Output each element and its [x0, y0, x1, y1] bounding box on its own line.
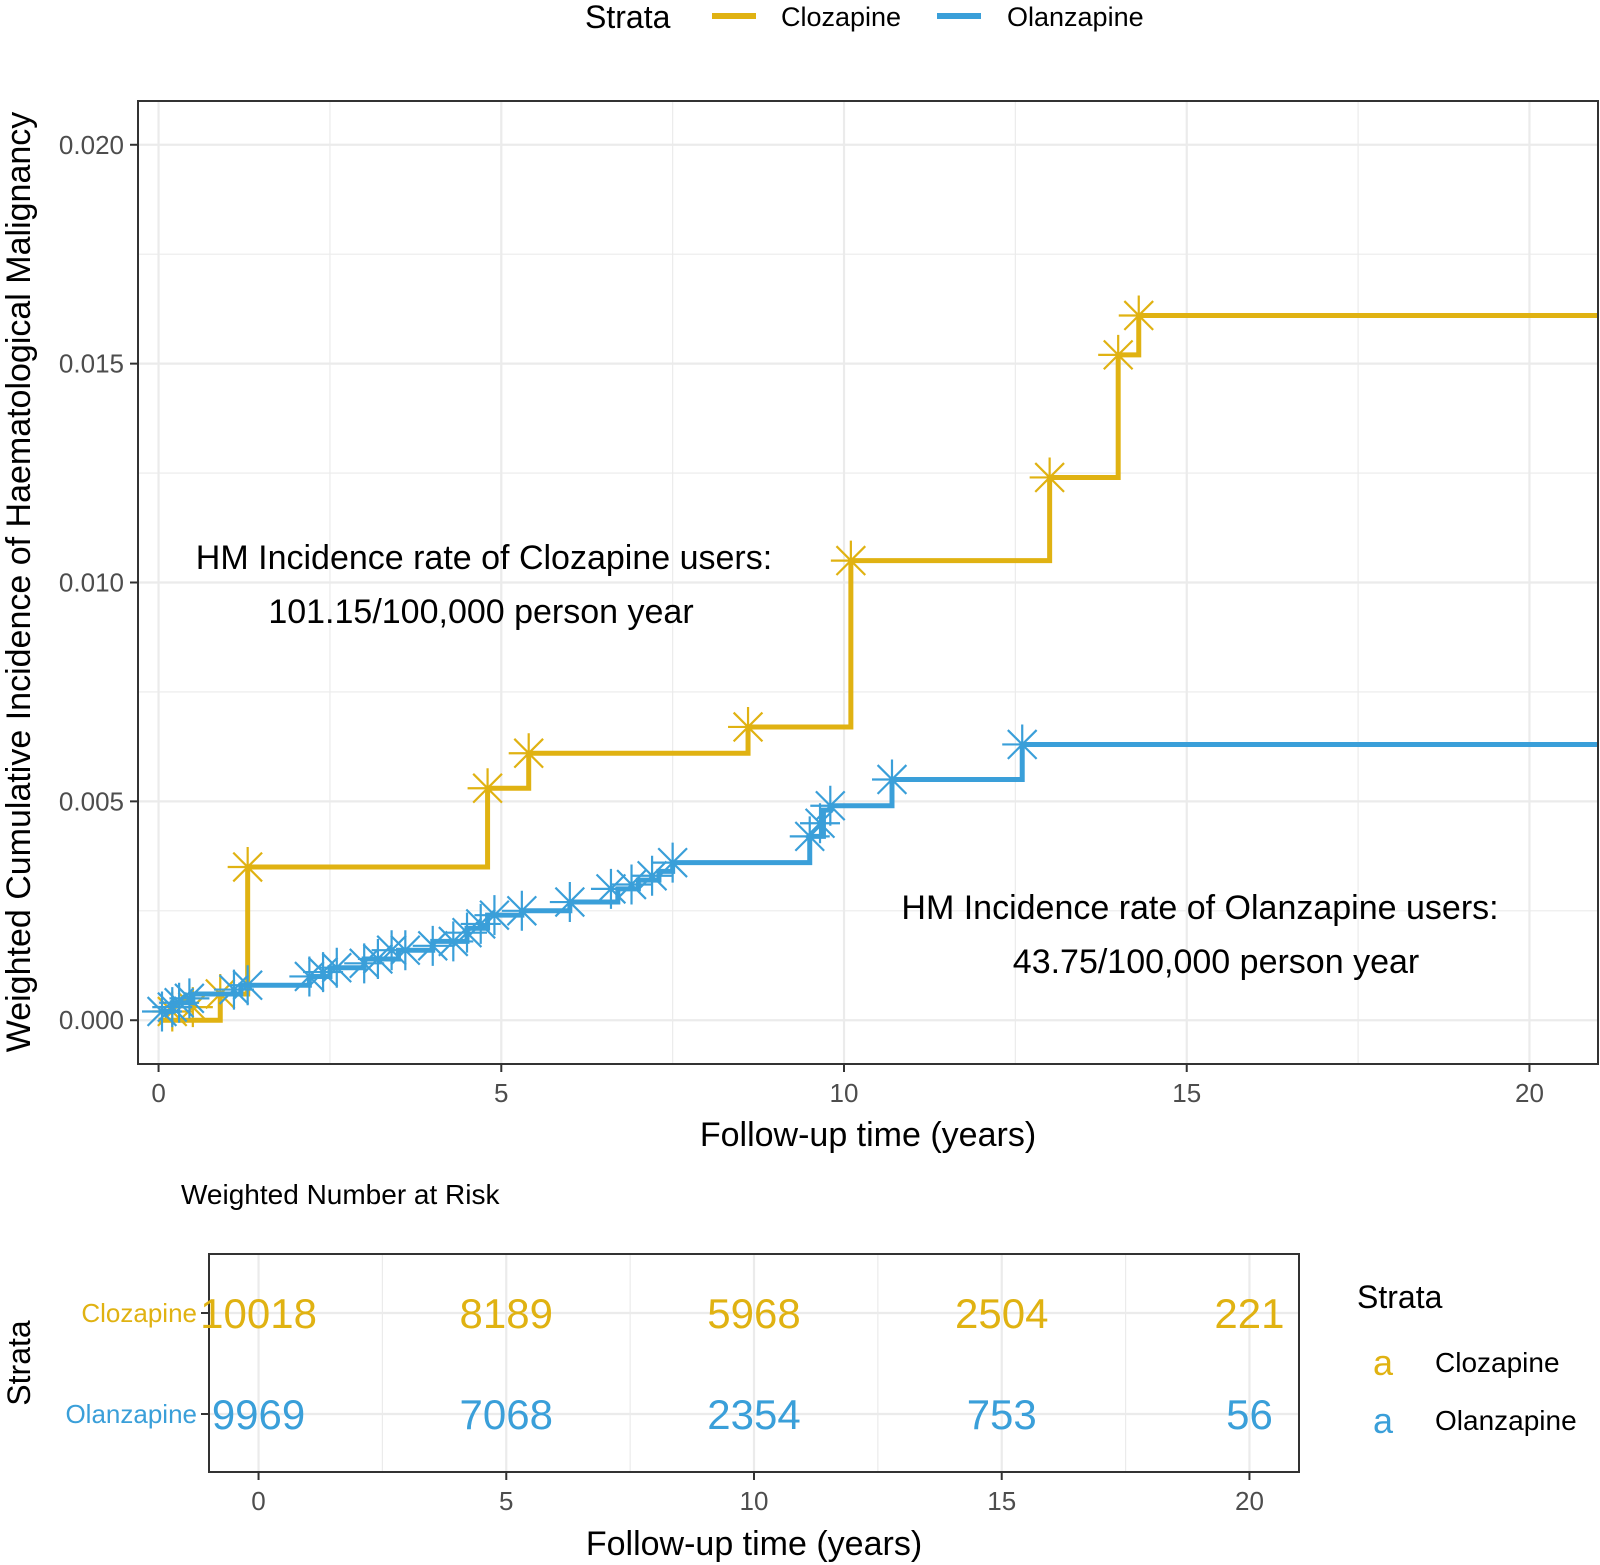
censor-mark-clozapine: [467, 768, 508, 809]
main-grid: [138, 101, 1598, 1064]
censor-mark-clozapine: [1118, 295, 1159, 336]
censor-mark-clozapine: [1029, 457, 1070, 498]
annotation-olanzapine-line1: HM Incidence rate of Olanzapine users:: [901, 889, 1498, 927]
risk-row-labels: Clozapine Olanzapine: [65, 1298, 209, 1429]
bottom-legend-key-clozapine: a: [1373, 1342, 1394, 1383]
risk-cell-clozapine: 10018: [200, 1290, 317, 1337]
risk-row-label-clozapine: Clozapine: [81, 1298, 197, 1328]
censor-mark-olanzapine: [1002, 724, 1043, 765]
censor-mark-olanzapine: [159, 982, 200, 1023]
top-legend-label-olanzapine: Olanzapine: [1007, 2, 1144, 32]
bottom-legend-label-olanzapine: Olanzapine: [1435, 1405, 1577, 1436]
bottom-legend-key-olanzapine: a: [1373, 1400, 1394, 1441]
censor-mark-olanzapine: [385, 930, 426, 971]
censor-mark-clozapine: [227, 847, 268, 888]
censor-mark-olanzapine: [789, 816, 830, 857]
censor-mark-olanzapine: [357, 938, 398, 979]
censor-mark-olanzapine: [632, 855, 673, 896]
risk-x-tick-label: 20: [1235, 1486, 1264, 1516]
top-legend: Strata Clozapine Olanzapine: [585, 0, 1144, 35]
censor-mark-olanzapine: [169, 978, 210, 1019]
bottom-legend-title: Strata: [1357, 1279, 1443, 1315]
censor-mark-clozapine: [172, 987, 213, 1028]
censor-mark-olanzapine: [213, 969, 254, 1010]
risk-x-tick-label: 10: [740, 1486, 769, 1516]
censor-mark-clozapine: [728, 706, 769, 747]
main-x-tick-label: 15: [1172, 1078, 1201, 1108]
risk-x-tick-label: 0: [251, 1486, 265, 1516]
bottom-legend: Strata a Clozapine a Olanzapine: [1357, 1279, 1577, 1441]
censor-mark-olanzapine: [152, 987, 193, 1028]
censor-mark-olanzapine: [316, 947, 357, 988]
risk-cell-olanzapine: 56: [1226, 1391, 1273, 1438]
main-y-tick-label: 0.015: [59, 349, 124, 379]
main-y-tick-label: 0.020: [59, 130, 124, 160]
risk-grid: [209, 1254, 1299, 1472]
censor-mark-olanzapine: [412, 925, 453, 966]
risk-cell-clozapine: 5968: [707, 1290, 800, 1337]
censor-mark-olanzapine: [141, 991, 182, 1032]
censor-mark-olanzapine: [800, 803, 841, 844]
risk-cell-olanzapine: 9969: [212, 1391, 305, 1438]
annotation-clozapine-line1: HM Incidence rate of Clozapine users:: [196, 539, 772, 577]
main-x-tick-label: 10: [830, 1078, 859, 1108]
main-y-ticks: 0.000 0.005 0.010 0.015 0.020: [59, 130, 138, 1035]
risk-x-ticks: 0 5 10 15 20: [251, 1472, 1264, 1516]
risk-cell-olanzapine: 2354: [707, 1391, 800, 1438]
annotation-clozapine-line2: 101.15/100,000 person year: [268, 593, 693, 631]
risk-x-tick-label: 5: [499, 1486, 513, 1516]
risk-table-title: Weighted Number at Risk: [181, 1179, 501, 1210]
censor-mark-clozapine: [508, 733, 549, 774]
main-series: [141, 295, 1598, 1032]
top-legend-title: Strata: [585, 0, 671, 35]
censor-mark-olanzapine: [810, 785, 851, 826]
censor-mark-olanzapine: [590, 868, 631, 909]
main-y-tick-label: 0.005: [59, 786, 124, 816]
censor-mark-olanzapine: [549, 882, 590, 923]
main-x-tick-label: 5: [494, 1078, 508, 1108]
risk-cell-clozapine: 221: [1214, 1290, 1284, 1337]
risk-x-axis-label: Follow-up time (years): [586, 1525, 922, 1563]
risk-cell-olanzapine: 7068: [460, 1391, 553, 1438]
main-x-tick-label: 0: [151, 1078, 165, 1108]
censor-mark-olanzapine: [227, 965, 268, 1006]
main-plot: 0 5 10 15 20 0.000 0.005 0.010 0.015 0.020 Follo…: [0, 100, 1599, 1154]
annotation-olanzapine-line2: 43.75/100,000 person year: [1013, 943, 1419, 981]
censor-mark-clozapine: [1098, 334, 1139, 375]
risk-cell-clozapine: 8189: [460, 1290, 553, 1337]
main-x-ticks: 0 5 10 15 20: [151, 1064, 1544, 1108]
censor-mark-clozapine: [830, 540, 871, 581]
censor-mark-olanzapine: [303, 952, 344, 993]
bottom-legend-label-clozapine: Clozapine: [1435, 1347, 1560, 1378]
risk-x-tick-label: 15: [987, 1486, 1016, 1516]
risk-cell-clozapine: 2504: [955, 1290, 1048, 1337]
main-y-tick-label: 0.000: [59, 1005, 124, 1035]
censor-mark-olanzapine: [501, 890, 542, 931]
main-x-axis-label: Follow-up time (years): [700, 1116, 1036, 1154]
risk-row-label-olanzapine: Olanzapine: [65, 1399, 197, 1429]
censor-mark-olanzapine: [447, 912, 488, 953]
censor-mark-olanzapine: [652, 842, 693, 883]
risk-cell-olanzapine: 753: [967, 1391, 1037, 1438]
censor-mark-olanzapine: [289, 956, 330, 997]
main-x-tick-label: 20: [1515, 1078, 1544, 1108]
censor-mark-olanzapine: [433, 921, 474, 962]
censor-mark-olanzapine: [344, 943, 385, 984]
main-y-axis-label: Weighted Cumulative Incidence of Haemato…: [0, 112, 38, 1053]
censor-mark-olanzapine: [871, 759, 912, 800]
risk-cells: 10018 8189 5968 2504 221 9969 7068 2354 753 56: [200, 1290, 1284, 1438]
censor-mark-olanzapine: [611, 864, 652, 905]
censor-mark-olanzapine: [474, 895, 515, 936]
top-legend-label-clozapine: Clozapine: [781, 2, 901, 32]
risk-table: Weighted Number at Risk 10018 8189 5968 250…: [1, 1179, 1300, 1563]
censor-mark-olanzapine: [460, 903, 501, 944]
risk-y-axis-label: Strata: [1, 1320, 37, 1406]
main-y-tick-label: 0.010: [59, 568, 124, 598]
